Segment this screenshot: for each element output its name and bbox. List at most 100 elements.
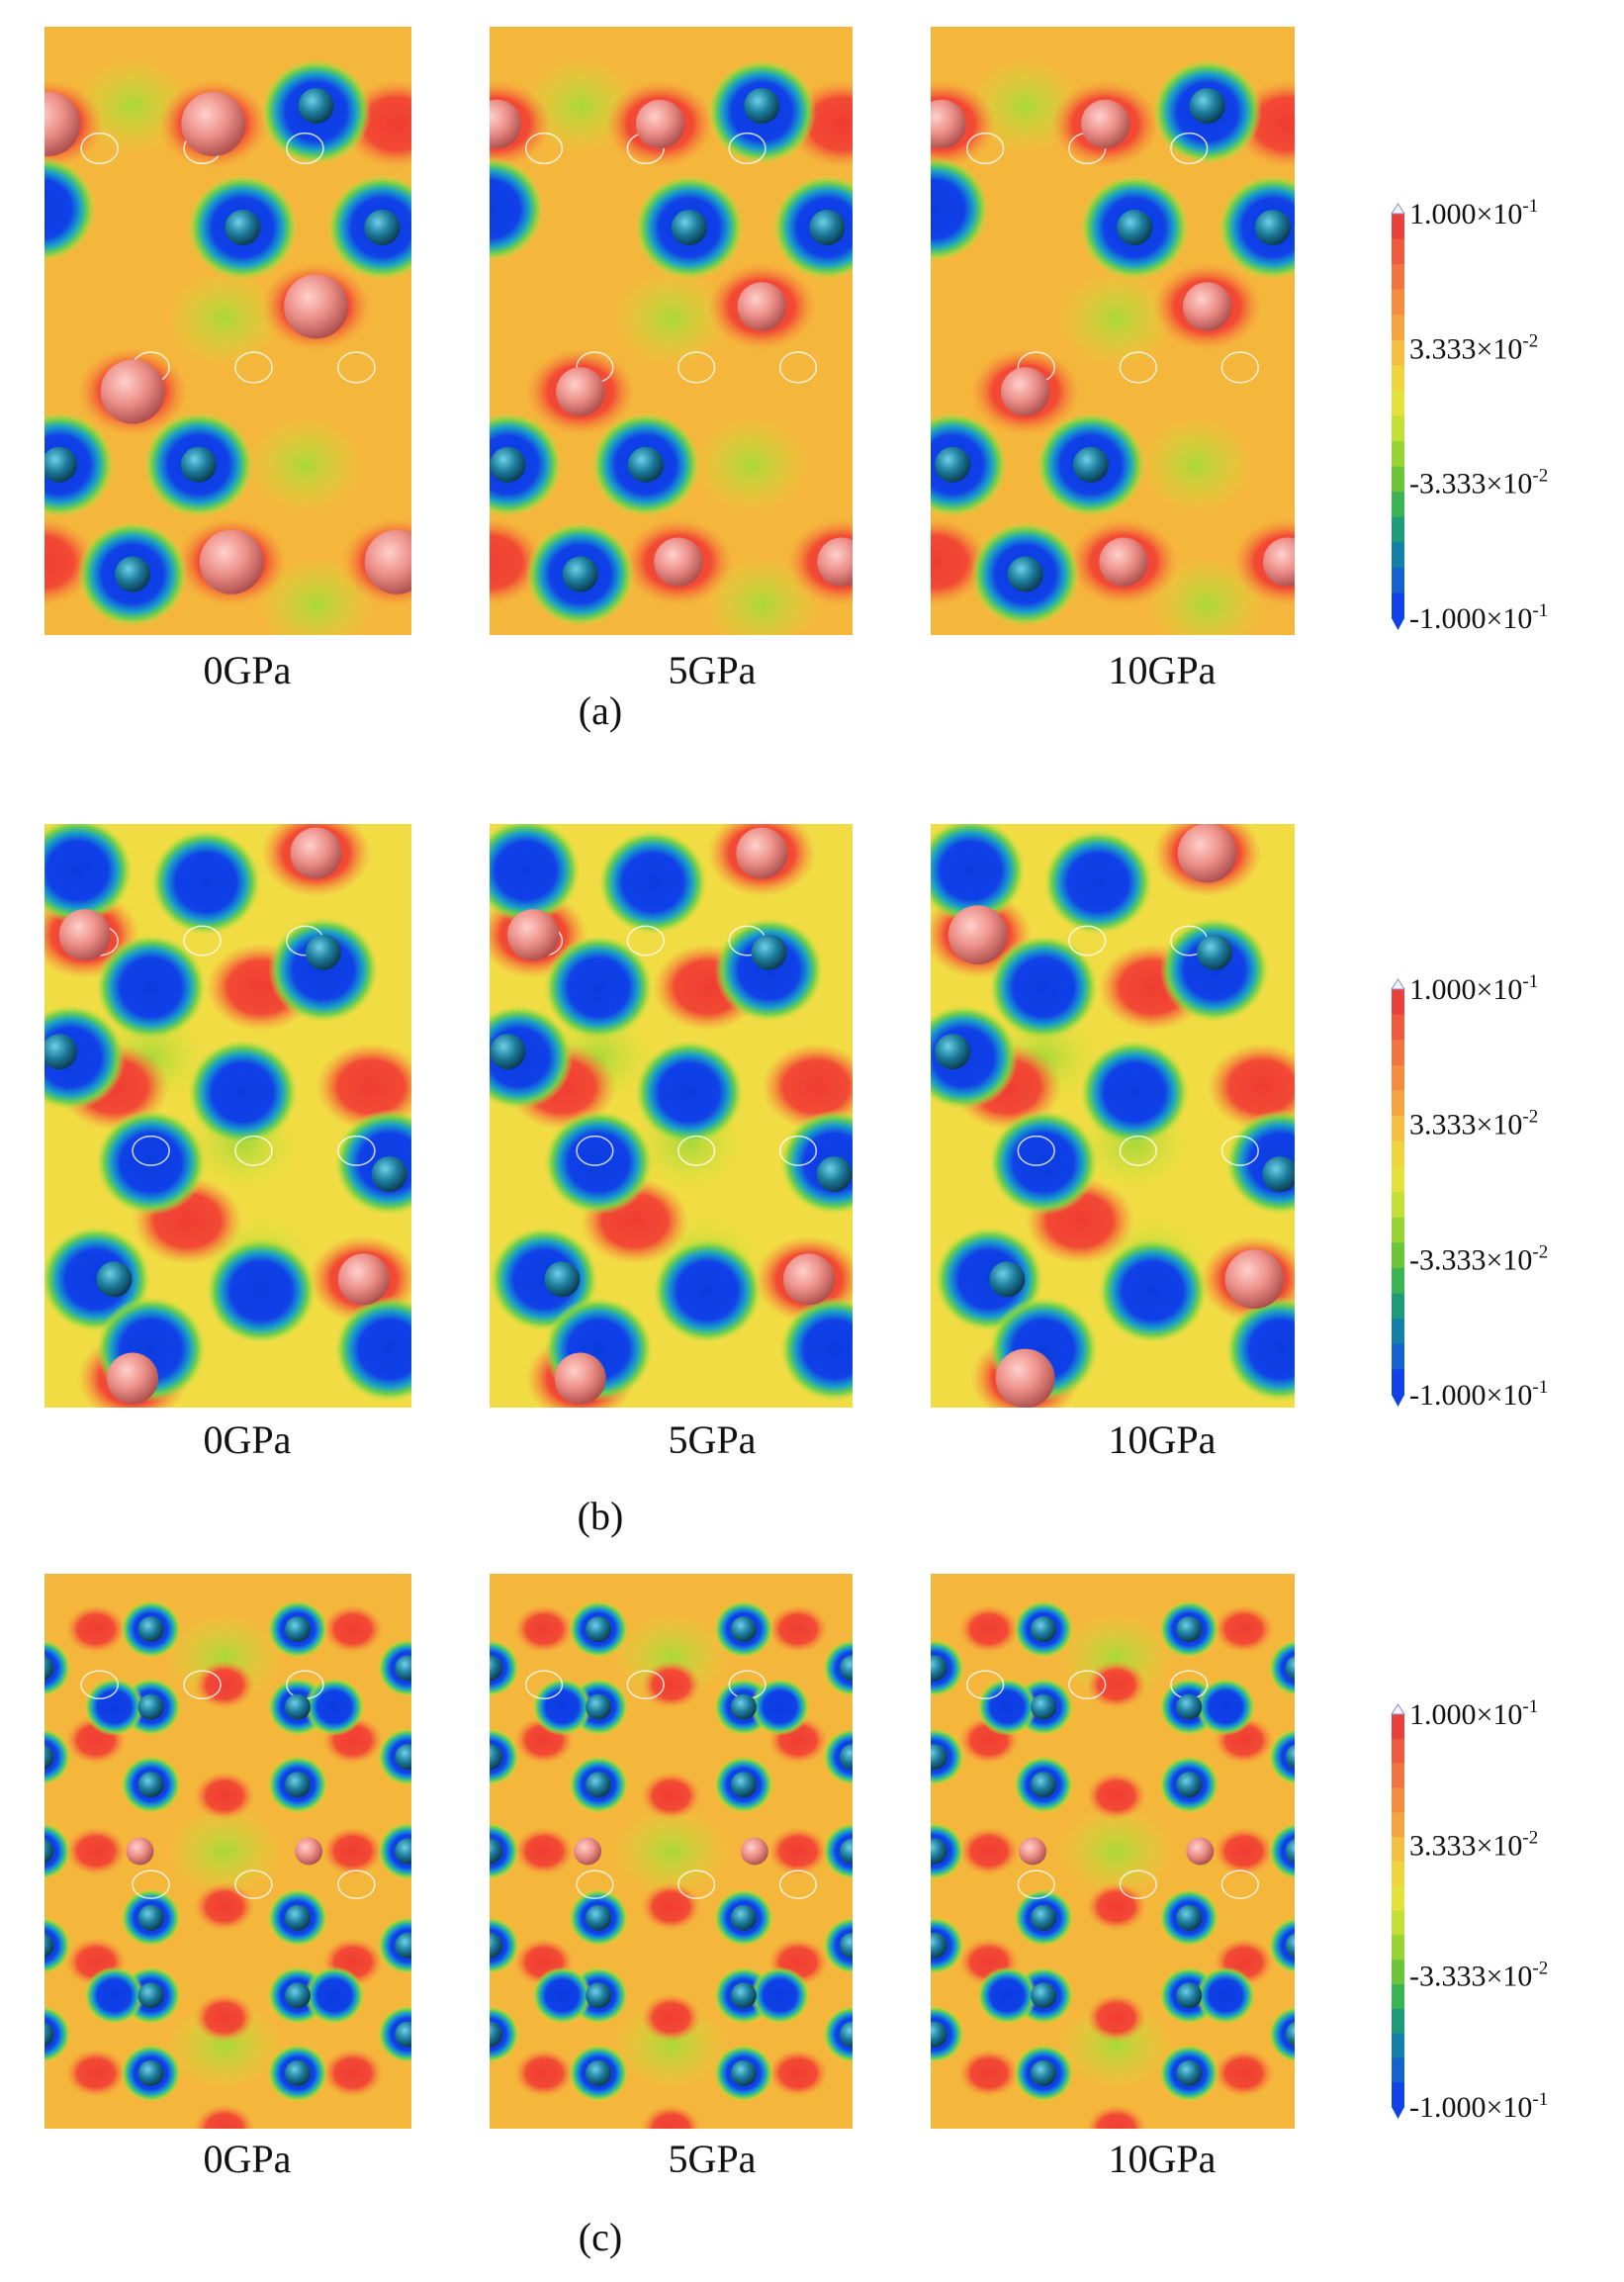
colorbar-label-base: 3.333×10: [1409, 332, 1522, 365]
negative-region: [377, 1727, 411, 1786]
colorbar-label-base: 1.000×10: [1409, 1698, 1522, 1731]
pink-atom: [1019, 1837, 1047, 1866]
positive-region: [767, 2049, 829, 2098]
blue-atom: [137, 1693, 164, 1720]
contour-line: [132, 1135, 170, 1166]
positive-region: [322, 2049, 384, 2098]
contour-line: [778, 1870, 818, 1899]
negative-region: [377, 1638, 411, 1697]
contour-line: [183, 925, 222, 957]
negative-region: [931, 1727, 965, 1786]
positive-region: [762, 1043, 853, 1131]
negative-region: [750, 1966, 810, 2025]
negative-region: [304, 1678, 365, 1737]
colorbar-band: [1392, 1242, 1404, 1269]
blue-atom: [490, 1932, 502, 1959]
colorbar-label: 3.333×10-2: [1409, 1827, 1538, 1862]
colorbar-arrow-bottom: [1392, 618, 1404, 630]
colorbar-band: [1392, 466, 1404, 493]
negative-region: [653, 1238, 763, 1343]
pink-atom: [126, 1837, 154, 1866]
contour-line: [1119, 1135, 1157, 1166]
negative-region: [45, 156, 96, 262]
negative-region: [45, 1727, 71, 1786]
negative-region: [822, 1639, 853, 1697]
pink-atom: [574, 1837, 602, 1866]
pink-atom: [181, 91, 246, 156]
pink-atom: [100, 359, 165, 424]
negative-region: [490, 1822, 520, 1880]
colorbar-label: 3.333×10-2: [1409, 1107, 1538, 1141]
negative-region: [334, 1296, 411, 1403]
blue-atom: [931, 1744, 947, 1771]
colorbar-band: [1392, 2008, 1404, 2035]
blue-atom: [1031, 2059, 1057, 2086]
blue-atom: [284, 1904, 311, 1931]
blue-atom: [1031, 1772, 1057, 1798]
pink-atom: [995, 1348, 1055, 1408]
colorbar-label: -1.000×10-1: [1409, 1377, 1548, 1412]
contour-line: [234, 351, 273, 384]
colorbar-band: [1392, 2082, 1404, 2108]
blue-atom: [225, 209, 261, 245]
colorbar-band: [1392, 339, 1404, 366]
contour-line: [337, 1870, 376, 1899]
contour-line: [576, 1135, 614, 1166]
blue-atom: [1176, 1982, 1203, 2009]
colorbar-label: -1.000×10-1: [1409, 600, 1548, 635]
negative-region: [931, 1822, 965, 1880]
negative-region: [206, 1237, 316, 1344]
negative-region: [1225, 1297, 1295, 1402]
blue-atom: [45, 446, 77, 483]
pink-atom: [58, 909, 111, 961]
negative-region: [931, 2005, 965, 2063]
negative-region: [45, 1004, 126, 1111]
negative-region: [1079, 1040, 1190, 1145]
contour-panel: [490, 824, 853, 1408]
colorbar-label: 3.333×10-2: [1409, 330, 1538, 365]
negative-region: [490, 1639, 520, 1697]
contour-line: [80, 132, 119, 165]
blue-atom: [840, 2021, 853, 2048]
pink-atom: [295, 1837, 323, 1866]
contour-line: [286, 132, 324, 165]
blue-atom: [562, 556, 598, 593]
panel-body: [931, 27, 1295, 635]
blue-atom: [1285, 1744, 1295, 1770]
pressure-label: 10GPa: [1109, 648, 1217, 692]
positive-region: [194, 1771, 255, 1820]
contour-line: [1220, 351, 1259, 384]
negative-region: [490, 1916, 520, 1974]
colorbar-label: 1.000×10-1: [1409, 1696, 1538, 1731]
negative-region: [750, 1678, 810, 1736]
positive-region: [958, 2049, 1020, 2098]
panel-body: [45, 1574, 411, 2129]
negative-region: [1268, 1916, 1295, 1974]
contour-line: [1220, 1870, 1259, 1899]
colorbar-band: [1392, 214, 1404, 240]
contour-line: [524, 132, 564, 165]
positive-region: [194, 2104, 255, 2129]
blue-atom: [586, 1904, 612, 1931]
negative-region: [822, 1916, 853, 1974]
blue-atom: [627, 446, 664, 483]
contour-panel: [931, 27, 1295, 635]
negative-region: [544, 935, 654, 1041]
positive-region: [1207, 1043, 1295, 1131]
blue-atom: [1285, 2022, 1295, 2048]
contour-line: [1119, 1870, 1157, 1899]
pink-atom: [737, 282, 786, 331]
colorbar-label-exponent: -2: [1522, 1107, 1538, 1128]
colorbar-band: [1392, 1267, 1404, 1294]
green-region: [612, 1806, 730, 1896]
negative-region: [931, 1639, 965, 1697]
negative-region: [304, 1965, 365, 2025]
colorbar-band: [1392, 492, 1404, 518]
blue-atom: [586, 1772, 612, 1798]
pink-atom: [947, 905, 1008, 964]
negative-region: [976, 1678, 1038, 1736]
negative-region: [45, 824, 134, 924]
negative-region: [150, 829, 261, 936]
colorbar-band: [1392, 989, 1404, 1016]
positive-region: [322, 1604, 384, 1654]
